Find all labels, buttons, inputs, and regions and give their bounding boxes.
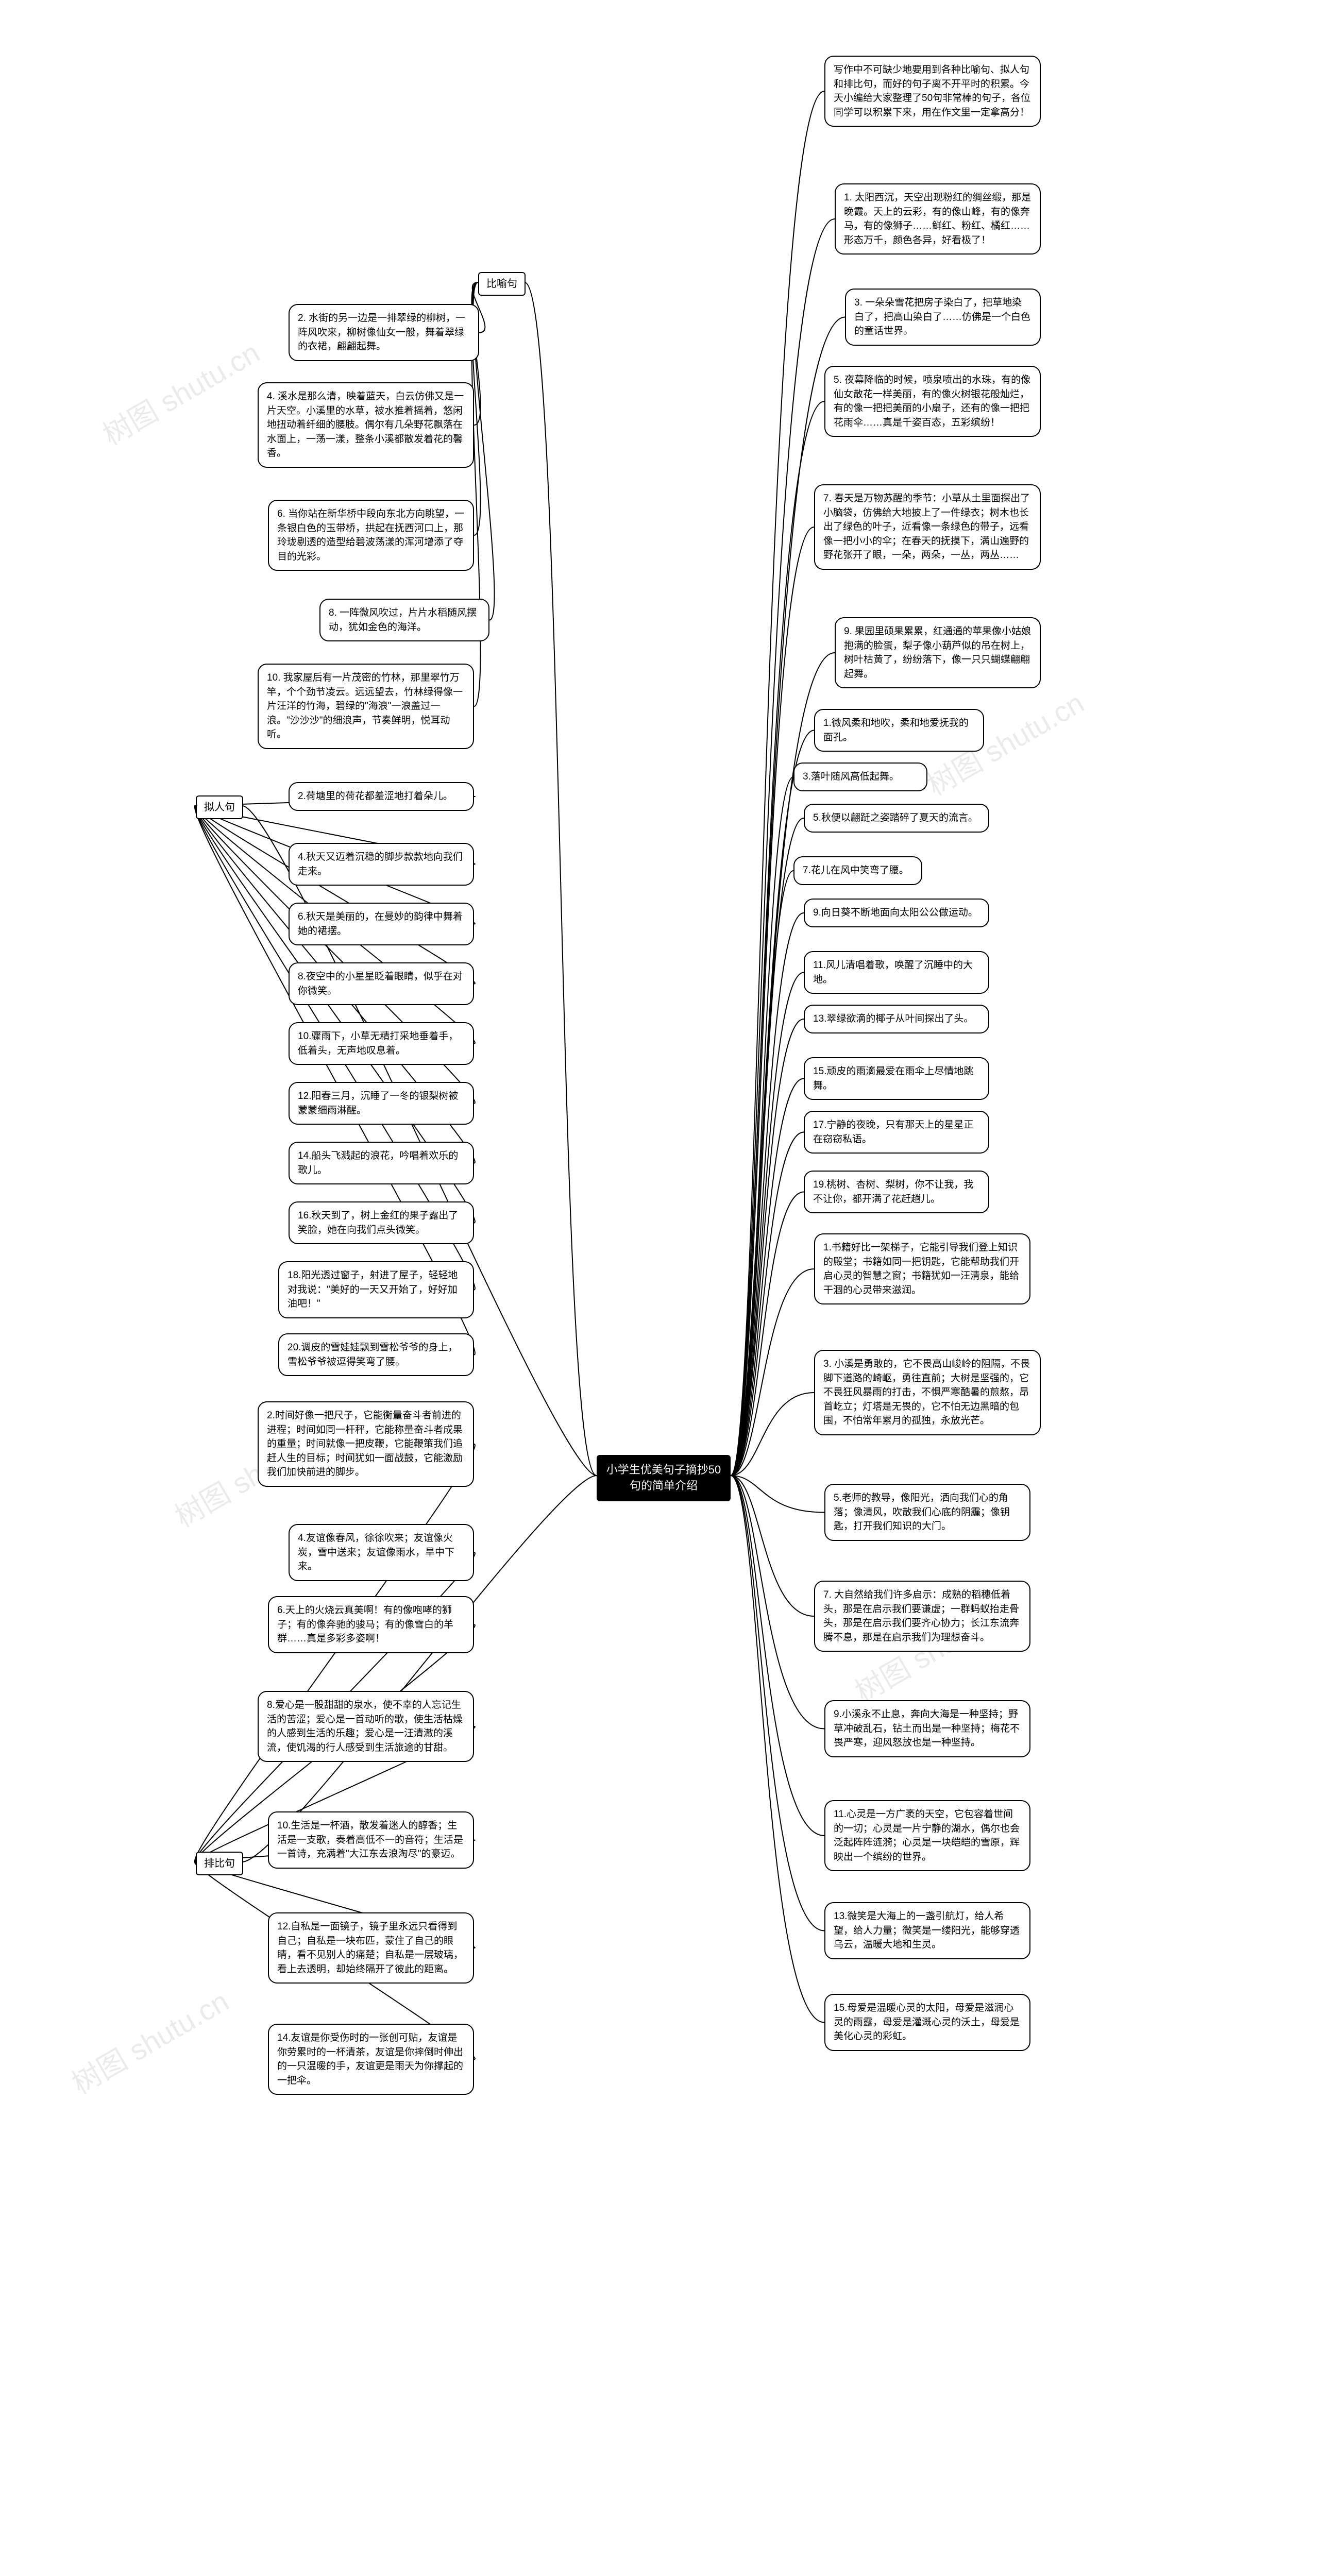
leaf-node: 9.小溪永不止息，奔向大海是一种坚持；野草冲破乱石，钻土而出是一种坚持；梅花不畏… [824,1700,1030,1757]
leaf-node: 1.书籍好比一架梯子，它能引导我们登上知识的殿堂；书籍如同一把钥匙，它能帮助我们… [814,1233,1030,1304]
leaf-node: 5. 夜幕降临的时候，喷泉喷出的水珠，有的像仙女散花一样美丽，有的像火树银花般灿… [824,366,1041,437]
leaf-node: 7. 大自然给我们许多启示：成熟的稻穗低着头，那是在启示我们要谦虚；一群蚂蚁抬走… [814,1581,1030,1652]
leaf-node: 10. 我家屋后有一片茂密的竹林，那里翠竹万竿，个个劲节凌云。远远望去，竹林绿得… [258,664,474,749]
leaf-node: 6.秋天是美丽的，在曼妙的韵律中舞着她的裙摆。 [289,903,474,945]
leaf-node: 5.秋便以翩跹之姿踏碎了夏天的流言。 [804,804,989,833]
leaf-node: 12.自私是一面镜子，镜子里永远只看得到自己；自私是一块布匹，蒙住了自己的眼睛，… [268,1912,474,1984]
leaf-node: 4. 溪水是那么清，映着蓝天，白云仿佛又是一片天空。小溪里的水草，被水推着摇着，… [258,382,474,468]
leaf-node: 6. 当你站在新华桥中段向东北方向眺望，一条银白色的玉带桥，拱起在抚西河口上，那… [268,500,474,571]
category-node: 拟人句 [196,795,243,819]
leaf-node: 4.友谊像春风，徐徐吹来；友谊像火炭，雪中送来；友谊像雨水，旱中下来。 [289,1524,474,1581]
leaf-node: 5.老师的教导，像阳光，洒向我们心的角落；像清风，吹散我们心底的阴霾；像钥匙，打… [824,1484,1030,1541]
leaf-node: 6.天上的火烧云真美啊！有的像咆哮的狮子；有的像奔驰的骏马；有的像雪白的羊群……… [268,1596,474,1653]
leaf-node: 19.桃树、杏树、梨树，你不让我，我不让你，都开满了花赶趟儿。 [804,1171,989,1213]
leaf-node: 3. 一朵朵雪花把房子染白了，把草地染白了，把高山染白了……仿佛是一个白色的童话… [845,289,1041,346]
leaf-node: 13.翠绿欲滴的椰子从叶间探出了头。 [804,1005,989,1033]
leaf-node: 10.生活是一杯酒，散发着迷人的醇香；生活是一支歌，奏着高低不一的音符；生活是一… [268,1811,474,1869]
leaf-node: 15.母爱是温暖心灵的太阳，母爱是滋润心灵的雨露，母爱是灌溉心灵的沃土，母爱是美… [824,1994,1030,2051]
leaf-node: 13.微笑是大海上的一盏引航灯，给人希望，给人力量；微笑是一缕阳光，能够穿透乌云… [824,1902,1030,1959]
leaf-node: 20.调皮的雪娃娃飘到雪松爷爷的身上，雪松爷爷被逗得笑弯了腰。 [278,1333,474,1376]
leaf-node: 8. 一阵微风吹过，片片水稻随风摆动，犹如金色的海洋。 [319,599,489,641]
leaf-node: 2.荷塘里的荷花都羞涩地打着朵儿。 [289,782,474,811]
leaf-node: 9.向日葵不断地面向太阳公公做运动。 [804,899,989,927]
leaf-node: 3. 小溪是勇敢的，它不畏高山峻岭的阻隔，不畏脚下道路的崎岖，勇往直前；大树是坚… [814,1350,1041,1435]
leaf-node: 2.时间好像一把尺子，它能衡量奋斗者前进的进程；时间如同一杆秤，它能称量奋斗者成… [258,1401,474,1487]
leaf-node: 18.阳光透过窗子，射进了屋子，轻轻地对我说："美好的一天又开始了，好好加油吧！… [278,1261,474,1318]
leaf-node: 12.阳春三月，沉睡了一冬的银梨树被蒙蒙细雨淋醒。 [289,1082,474,1125]
center-topic: 小学生优美句子摘抄50句的简单介绍 [597,1455,731,1501]
leaf-node: 17.宁静的夜晚，只有那天上的星星正在窃窃私语。 [804,1111,989,1154]
category-node: 排比句 [196,1852,243,1875]
leaf-node: 4.秋天又迈着沉稳的脚步款款地向我们走来。 [289,843,474,886]
leaf-node: 8.爱心是一股甜甜的泉水，使不幸的人忘记生活的苦涩；爱心是一首动听的歌，使生活枯… [258,1691,474,1762]
leaf-node: 14.友谊是你受伤时的一张创可贴，友谊是你劳累时的一杯清茶，友谊是你摔倒时伸出的… [268,2024,474,2095]
leaf-node: 8.夜空中的小星星眨着眼睛，似乎在对你微笑。 [289,962,474,1005]
leaf-node: 7.花儿在风中笑弯了腰。 [793,856,922,885]
leaf-node: 2. 水街的另一边是一排翠绿的柳树，一阵风吹来，柳树像仙女一般，舞着翠绿的衣裙，… [289,304,479,361]
leaf-node: 9. 果园里硕果累累，红通通的苹果像小姑娘抱满的脸蛋，梨子像小葫芦似的吊在树上，… [835,617,1041,688]
leaf-node: 10.骤雨下，小草无精打采地垂着手，低着头，无声地叹息着。 [289,1022,474,1065]
leaf-node: 11.心灵是一方广袤的天空，它包容着世间的一切；心灵是一片宁静的湖水，偶尔也会泛… [824,1800,1030,1871]
leaf-node: 3.落叶随风高低起舞。 [793,762,927,791]
leaf-node: 写作中不可缺少地要用到各种比喻句、拟人句和排比句，而好的句子离不开平时的积累。今… [824,56,1041,127]
watermark: 树图 shutu.cn [63,1979,235,2103]
category-node: 比喻句 [478,272,526,296]
leaf-node: 14.船头飞溅起的浪花，吟唱着欢乐的歌儿。 [289,1142,474,1184]
leaf-node: 1. 太阳西沉，天空出现粉红的绸丝缎，那是晚霞。天上的云彩，有的像山峰，有的像奔… [835,183,1041,255]
leaf-node: 1.微风柔和地吹，柔和地爱抚我的面孔。 [814,709,984,752]
leaf-node: 15.顽皮的雨滴最爱在雨伞上尽情地跳舞。 [804,1057,989,1100]
leaf-node: 16.秋天到了，树上金红的果子露出了笑脸，她在向我们点头微笑。 [289,1201,474,1244]
leaf-node: 7. 春天是万物苏醒的季节：小草从土里面探出了小脑袋，仿佛给大地披上了一件绿衣；… [814,484,1041,570]
leaf-node: 11.风儿清唱着歌，唤醒了沉睡中的大地。 [804,951,989,994]
watermark: 树图 shutu.cn [94,330,266,454]
